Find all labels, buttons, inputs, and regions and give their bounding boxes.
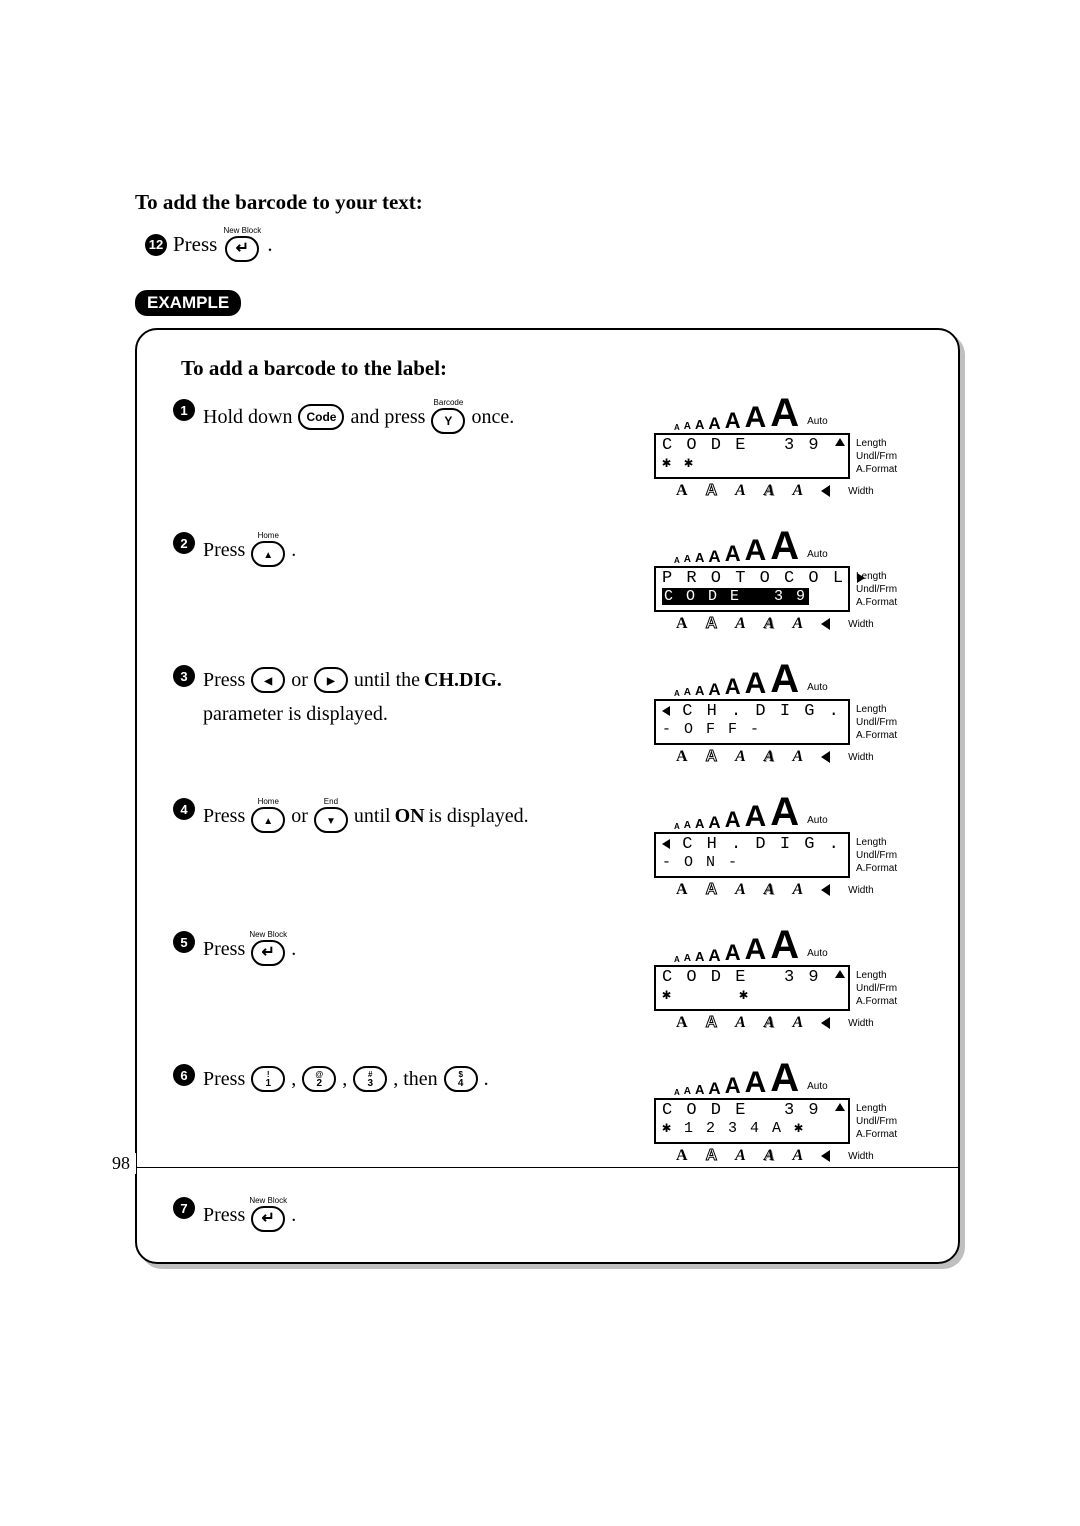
example-box: To add a barcode to the label: 1 Hold do… [135,328,960,1264]
example-badge: EXAMPLE [135,290,241,316]
step-2: 2 Press Home. [173,532,573,567]
step-text: Press New Block. [203,931,296,966]
step-text: Press or until the CH.DIG. parameter is … [203,665,573,729]
key: New Block [249,931,287,966]
key: $4 [442,1066,480,1092]
step-4: 4 Press Home or End until ON is displaye… [173,798,573,833]
box-title: To add a barcode to the label: [181,356,944,381]
key-enter: New Block [223,227,261,262]
lcd-display: AAAAAAAAuto C H . D I G .- O N - LengthU… [654,794,944,899]
step-bullet: 1 [173,399,195,421]
step-bullet: 2 [173,532,195,554]
key: #3 [351,1066,389,1092]
key: BarcodeY [429,399,467,434]
top-step: 12 Press New Block . [145,227,960,262]
key [249,667,287,693]
lcd-display: AAAAAAAAuto C O D E 3 9✱ ✱ LengthUndl/Fr… [654,395,944,500]
lcd-display: AAAAAAAAuto C O D E 3 9✱ 1 2 3 4 A ✱ Len… [654,1060,944,1165]
step-1: 1 Hold down Code and press BarcodeY once… [173,399,573,434]
footer-rule [135,1167,960,1168]
key: Code [296,404,346,430]
step-text: Press New Block. [203,1197,296,1232]
key: @2 [300,1066,338,1092]
step-bullet: 6 [173,1064,195,1086]
section-title: To add the barcode to your text: [135,190,960,215]
step-7: 7 Press New Block. [173,1197,573,1232]
lcd-display: AAAAAAAAuto P R O T O C O L C O D E 3 9 … [654,528,944,633]
step-bullet: 4 [173,798,195,820]
key: Home [249,532,287,567]
step-bullet: 5 [173,931,195,953]
step-text: Hold down Code and press BarcodeY once. [203,399,514,434]
key [312,667,350,693]
step-text: Press [173,232,217,257]
step-bullet: 3 [173,665,195,687]
step-bullet: 12 [145,234,167,256]
step-text: Press Home. [203,532,296,567]
key: Home [249,798,287,833]
step-3: 3 Press or until the CH.DIG. parameter i… [173,665,573,729]
key: End [312,798,350,833]
step-bullet: 7 [173,1197,195,1219]
step-text: Press !1, @2, #3, then $4. [203,1064,489,1094]
manual-page: To add the barcode to your text: 12 Pres… [0,0,1080,1526]
step-6: 6 Press !1, @2, #3, then $4. [173,1064,573,1098]
lcd-display: AAAAAAAAuto C H . D I G .- O F F - Lengt… [654,661,944,766]
step-5: 5 Press New Block. [173,931,573,966]
lcd-display: AAAAAAAAuto C O D E 3 9✱ ✱ LengthUndl/Fr… [654,927,944,1032]
key: !1 [249,1066,287,1092]
page-number: 98 [106,1153,136,1174]
step-text: Press Home or End until ON is displayed. [203,798,529,833]
key: New Block [249,1197,287,1232]
